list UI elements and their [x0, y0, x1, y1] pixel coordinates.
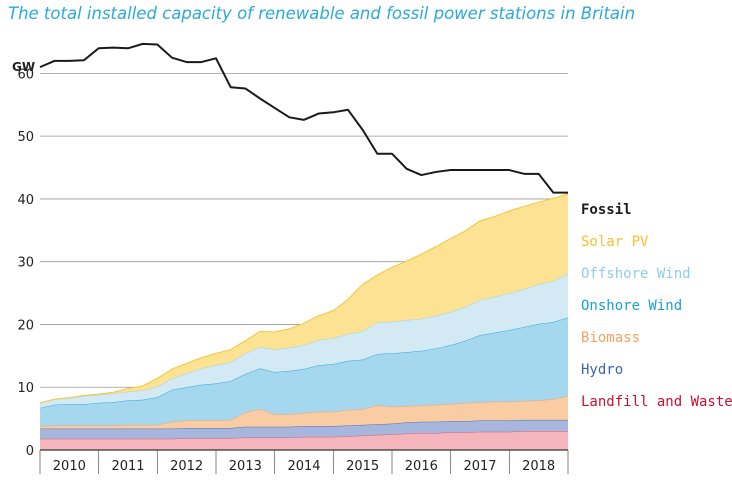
- axes: GW: [12, 60, 569, 474]
- y-tick-label: 60: [17, 67, 34, 82]
- fossil-series: [39, 42, 568, 194]
- legend-entry: Onshore Wind: [581, 298, 682, 314]
- legend-entry: Landfill and Waste¹: [581, 394, 732, 410]
- y-tick-label: 30: [17, 256, 34, 271]
- x-tick-label: 2013: [229, 459, 262, 474]
- x-tick-label: 2011: [111, 459, 144, 474]
- area-solar-pv: [40, 193, 568, 403]
- area-hydro: [40, 419, 568, 439]
- x-tick-label: 2015: [346, 459, 379, 474]
- y-tick-label: 10: [17, 381, 34, 396]
- legend-entry: Hydro: [581, 362, 623, 378]
- y-tick-label: 50: [17, 130, 34, 145]
- area-onshore-wind: [40, 317, 568, 427]
- x-tick-label: 2014: [287, 459, 320, 474]
- legend-entry: Biomass: [581, 330, 640, 346]
- y-tick-labels: 0 10 20 30 40 50 60: [17, 67, 34, 459]
- y-tick-label: 0: [26, 444, 34, 459]
- legend-entry: Offshore Wind: [581, 266, 691, 282]
- x-tick-label: 2018: [522, 459, 555, 474]
- chart-title: The total installed capacity of renewabl…: [8, 4, 636, 23]
- y-axis-unit-label: GW: [12, 60, 35, 74]
- area-offshore-wind: [40, 273, 568, 408]
- x-tick-label: 2012: [170, 459, 203, 474]
- legend-entry: Solar PV: [581, 234, 649, 250]
- y-tick-label: 40: [17, 193, 34, 208]
- x-tick-labels: 2010 2011 2012 2013 2014 2015 2016 2017 2018: [53, 459, 555, 474]
- x-tick-label: 2017: [463, 459, 496, 474]
- legend: Fossil Solar PV Offshore Wind Onshore Wind B…: [581, 202, 732, 410]
- area-biomass: [40, 396, 568, 429]
- fossil-line: [39, 42, 568, 194]
- legend-entry: Fossil: [581, 202, 632, 218]
- x-tick-label: 2016: [405, 459, 438, 474]
- area-landfill-and-waste: [40, 431, 568, 450]
- area-series: [39, 193, 569, 450]
- y-tick-label: 20: [17, 318, 34, 333]
- area-edge-5: [39, 193, 569, 404]
- x-tick-label: 2010: [53, 459, 86, 474]
